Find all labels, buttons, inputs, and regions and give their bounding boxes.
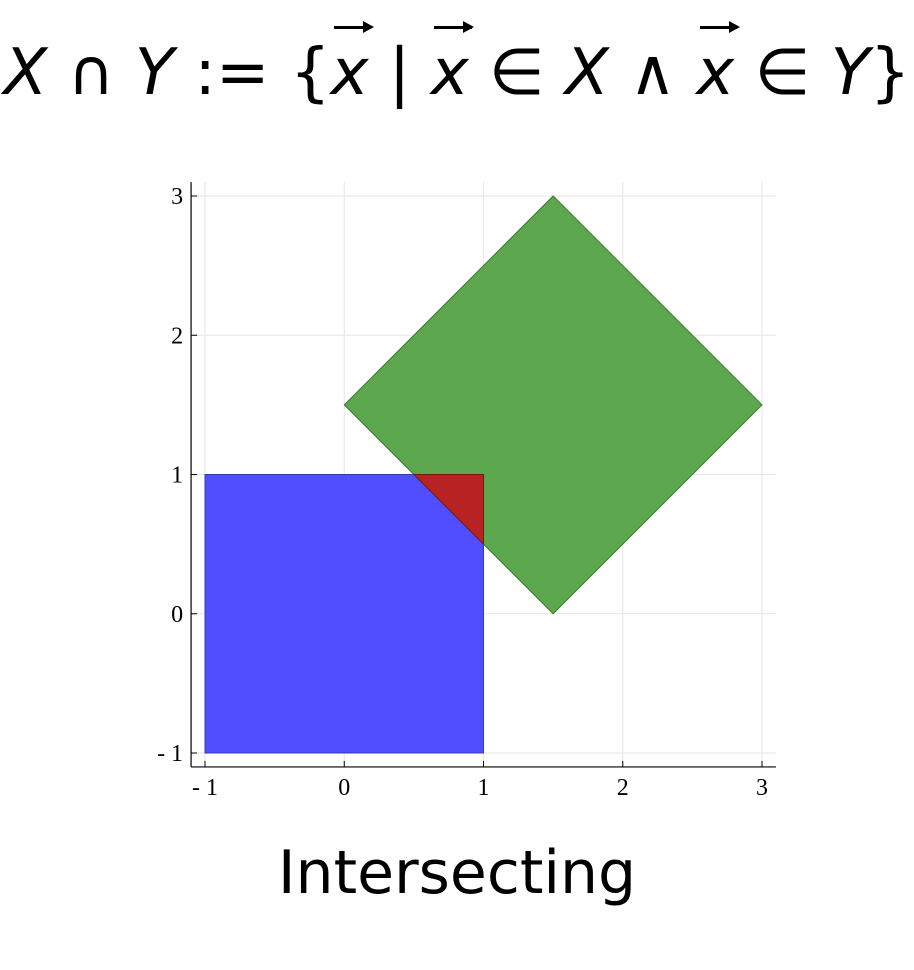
y-tick-label: 3 <box>171 184 183 210</box>
member-symbol: ∈ <box>488 36 545 110</box>
define-symbol: := <box>194 36 270 110</box>
shapes <box>204 195 763 754</box>
vector-x: x <box>696 18 740 128</box>
set-y: Y <box>830 36 870 110</box>
and-symbol: ∧ <box>629 36 677 110</box>
caption: Intersecting <box>277 838 637 908</box>
x-tick-label: 3 <box>756 775 768 801</box>
x-tick-label: 1 <box>478 775 490 801</box>
formula-title: X ∩ Y := {x | x ∈ X ∧ x ∈ Y} <box>0 18 914 128</box>
open-brace: { <box>289 36 331 110</box>
vector-x: x <box>331 18 374 128</box>
y-tick-label: - 1 <box>157 741 183 767</box>
set-y: Y <box>134 36 174 110</box>
close-brace: } <box>869 36 911 110</box>
tick-labels: - 1 0 1 2 3 - 1 0 1 2 3 <box>157 184 768 801</box>
x-tick-label: - 1 <box>192 775 218 801</box>
axes <box>190 182 776 768</box>
set-x: X <box>3 36 48 110</box>
y-tick-label: 0 <box>171 602 183 628</box>
x-tick-label: 2 <box>617 775 629 801</box>
shape-square <box>204 474 484 754</box>
x-tick-label: 0 <box>338 775 350 801</box>
y-tick-label: 1 <box>171 463 183 489</box>
intersect-symbol: ∩ <box>67 36 115 110</box>
member-symbol: ∈ <box>754 36 811 110</box>
vector-x: x <box>431 18 474 128</box>
set-x: X <box>565 36 609 110</box>
y-tick-label: 2 <box>171 323 183 349</box>
such-that-bar: | <box>388 36 411 110</box>
shape-intersection <box>412 474 484 546</box>
intersection-plot: - 1 0 1 2 3 - 1 0 1 2 3 <box>157 182 776 801</box>
